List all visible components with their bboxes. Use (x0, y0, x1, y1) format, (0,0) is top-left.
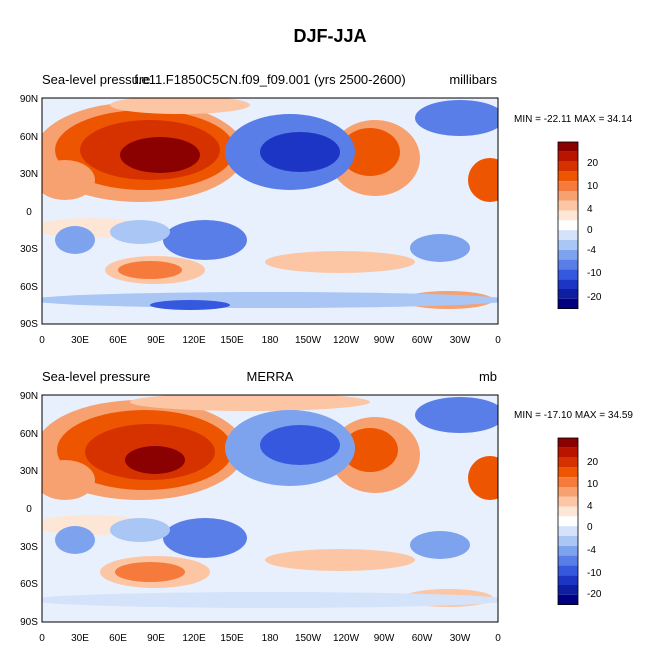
lat-tick-label: 0 (26, 207, 32, 218)
lat-tick-label: 90N (20, 391, 38, 402)
lon-tick-label: 30W (450, 633, 471, 644)
lon-tick-label: 150E (220, 633, 244, 644)
lon-tick-label: 120W (333, 633, 360, 644)
lat-tick-label: 0 (26, 504, 32, 515)
colorbar-label: 10 (587, 181, 599, 192)
lon-tick-label: 60E (109, 335, 127, 346)
panel-stats: MIN = -17.10 MAX = 34.59 (514, 410, 633, 421)
panel-stats: MIN = -22.11 MAX = 34.14 (514, 114, 633, 125)
colorbar: 20 10 4 0 -4 -10 -20 (557, 141, 602, 310)
sea-level-pressure-field (42, 395, 498, 622)
panel-variable-label: Sea-level pressure (42, 369, 150, 384)
lat-axis: 90N 60N 30N 0 30S 60S 90S (20, 391, 38, 628)
colorbar-label: 20 (587, 158, 599, 169)
lon-tick-label: 90W (374, 335, 395, 346)
lon-tick-label: 150E (220, 335, 244, 346)
lat-tick-label: 90N (20, 94, 38, 105)
lon-tick-label: 60W (412, 633, 433, 644)
lon-tick-label: 0 (39, 633, 45, 644)
lon-tick-label: 0 (39, 335, 45, 346)
lon-axis: 0 30E 60E 90E 120E 150E 180 150W 120W 90… (39, 335, 501, 346)
lat-tick-label: 90S (20, 319, 38, 330)
colorbar: 20 10 4 0 -4 -10 -20 (557, 437, 602, 606)
lat-tick-label: 30N (20, 169, 38, 180)
lon-tick-label: 30W (450, 335, 471, 346)
sea-level-pressure-field (42, 98, 498, 324)
lon-tick-label: 30E (71, 633, 89, 644)
colorbar-label: -10 (587, 568, 602, 579)
lon-tick-label: 0 (495, 633, 501, 644)
colorbar-label: -4 (587, 545, 596, 556)
lon-tick-label: 120W (333, 335, 360, 346)
colorbar-label: -4 (587, 245, 596, 256)
lon-tick-label: 90E (147, 633, 165, 644)
lon-tick-label: 0 (495, 335, 501, 346)
lon-axis: 0 30E 60E 90E 120E 150E 180 150W 120W 90… (39, 633, 501, 644)
lat-tick-label: 60N (20, 132, 38, 143)
colorbar-label: 0 (587, 225, 593, 236)
colorbar-label: 0 (587, 522, 593, 533)
lon-tick-label: 180 (262, 335, 279, 346)
figure-title: DJF-JJA (293, 26, 366, 46)
lon-tick-label: 90W (374, 633, 395, 644)
lon-tick-label: 60E (109, 633, 127, 644)
lon-tick-label: 150W (295, 335, 322, 346)
lat-tick-label: 30N (20, 466, 38, 477)
colorbar-label: 20 (587, 457, 599, 468)
lat-tick-label: 60N (20, 429, 38, 440)
lon-tick-label: 90E (147, 335, 165, 346)
lon-tick-label: 60W (412, 335, 433, 346)
lon-tick-label: 180 (262, 633, 279, 644)
lon-tick-label: 120E (182, 633, 206, 644)
panel-source-label: f.e11.F1850C5CN.f09_f09.001 (yrs 2500-26… (134, 72, 405, 87)
lat-tick-label: 30S (20, 542, 38, 553)
lat-tick-label: 90S (20, 617, 38, 628)
colorbar-label: 10 (587, 479, 599, 490)
panel-model: Sea-level pressure f.e11.F1850C5CN.f09_f… (20, 72, 633, 346)
colorbar-label: -10 (587, 268, 602, 279)
panel-units-label: mb (479, 369, 497, 384)
lon-tick-label: 30E (71, 335, 89, 346)
panel-source-label: MERRA (247, 369, 294, 384)
panel-observed: Sea-level pressure MERRA mb MIN = -17.10… (20, 369, 634, 644)
panel-variable-label: Sea-level pressure (42, 72, 150, 87)
lat-tick-label: 60S (20, 579, 38, 590)
colorbar-label: 4 (587, 204, 593, 215)
colorbar-label: 4 (587, 501, 593, 512)
colorbar-label: -20 (587, 589, 602, 600)
colorbar-label: -20 (587, 292, 602, 303)
lon-tick-label: 120E (182, 335, 206, 346)
lat-axis: 90N 60N 30N 0 30S 60S 90S (20, 94, 38, 330)
lat-tick-label: 30S (20, 244, 38, 255)
lon-tick-label: 150W (295, 633, 322, 644)
panel-units-label: millibars (449, 72, 497, 87)
lat-tick-label: 60S (20, 282, 38, 293)
